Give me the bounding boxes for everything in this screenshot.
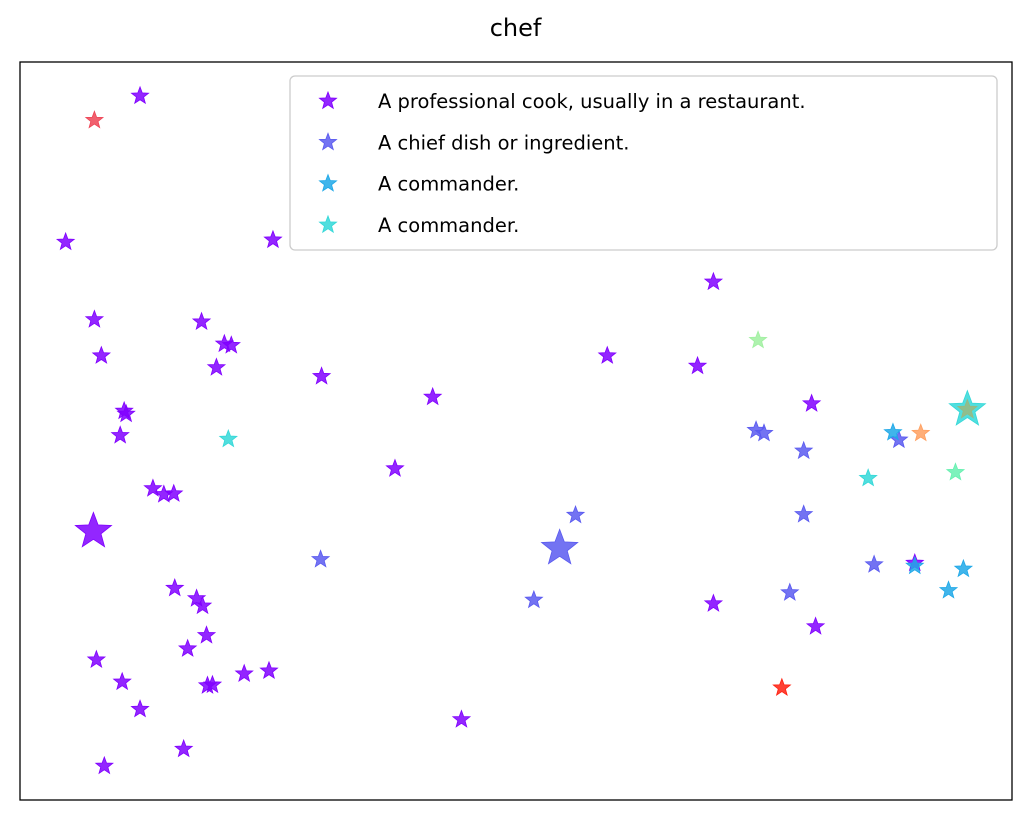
data-point-series-0	[130, 699, 150, 718]
data-point-series-0	[234, 663, 254, 683]
data-point-series-0	[801, 393, 822, 412]
legend-marker-0	[318, 90, 338, 110]
data-point-series-2	[905, 555, 925, 575]
data-point-series-2	[938, 580, 959, 599]
legend-marker-3	[318, 214, 338, 234]
data-point-series-0	[110, 425, 130, 444]
legend-label-3: A commander.	[378, 214, 519, 237]
legend-marker-2	[318, 173, 338, 192]
data-point-series-0	[112, 671, 132, 691]
data-point-series-0	[703, 271, 724, 291]
chart-title: chef	[489, 14, 542, 42]
data-point-series-0	[164, 483, 184, 502]
data-point-series-0	[130, 85, 150, 105]
data-point-series-2	[953, 558, 974, 578]
legend-frame	[289, 75, 998, 251]
data-point-series-1	[794, 440, 814, 460]
data-point-other	[748, 330, 768, 349]
data-point-series-1	[565, 504, 586, 524]
data-point-series-0	[687, 355, 708, 375]
points-layer	[55, 85, 987, 775]
data-point-series-1	[864, 554, 884, 573]
data-point-series-0	[114, 400, 134, 420]
data-point-series-0	[94, 755, 114, 775]
data-point-series-0	[597, 345, 617, 364]
large-data-point-series-1	[540, 528, 579, 565]
data-point-series-0	[221, 335, 241, 354]
data-point-series-0	[55, 231, 76, 251]
data-point-series-0	[174, 738, 194, 758]
data-point-other	[911, 423, 931, 442]
data-point-other	[772, 677, 792, 697]
large-data-point-series-0	[74, 511, 113, 548]
data-point-series-0	[86, 649, 107, 668]
data-point-series-1	[310, 549, 331, 568]
data-point-series-0	[192, 595, 213, 615]
data-point-series-0	[143, 478, 163, 497]
data-point-series-0	[202, 674, 223, 694]
data-point-series-0	[206, 357, 227, 376]
data-point-series-0	[423, 386, 443, 406]
data-point-series-0	[703, 593, 724, 612]
data-point-other	[84, 110, 105, 129]
data-point-other	[956, 398, 978, 419]
legend: A professional cook, usually in a restau…	[289, 75, 998, 251]
data-point-series-0	[805, 616, 826, 635]
data-point-series-0	[84, 309, 105, 328]
data-point-series-0	[91, 345, 111, 364]
data-point-series-3	[218, 428, 238, 448]
data-point-series-1	[754, 423, 774, 442]
data-point-series-0	[451, 709, 472, 728]
data-point-series-1	[780, 582, 800, 601]
data-point-series-0	[186, 588, 207, 607]
data-point-series-0	[311, 366, 332, 385]
data-point-series-1	[794, 504, 814, 523]
data-point-other	[945, 462, 966, 481]
legend-label-1: A chief dish or ingredient.	[378, 131, 630, 154]
data-point-series-2	[883, 422, 903, 441]
data-point-series-1	[524, 589, 544, 609]
legend-label-2: A commander.	[378, 173, 519, 196]
data-point-series-0	[196, 625, 217, 644]
data-point-series-0	[259, 660, 279, 680]
legend-marker-1	[318, 132, 338, 151]
data-point-series-0	[385, 458, 405, 477]
data-point-series-3	[858, 468, 878, 487]
data-point-series-0	[165, 578, 185, 597]
data-point-series-0	[178, 638, 198, 657]
data-point-series-0	[263, 229, 283, 249]
legend-label-0: A professional cook, usually in a restau…	[378, 90, 806, 113]
data-point-series-0	[191, 311, 212, 330]
